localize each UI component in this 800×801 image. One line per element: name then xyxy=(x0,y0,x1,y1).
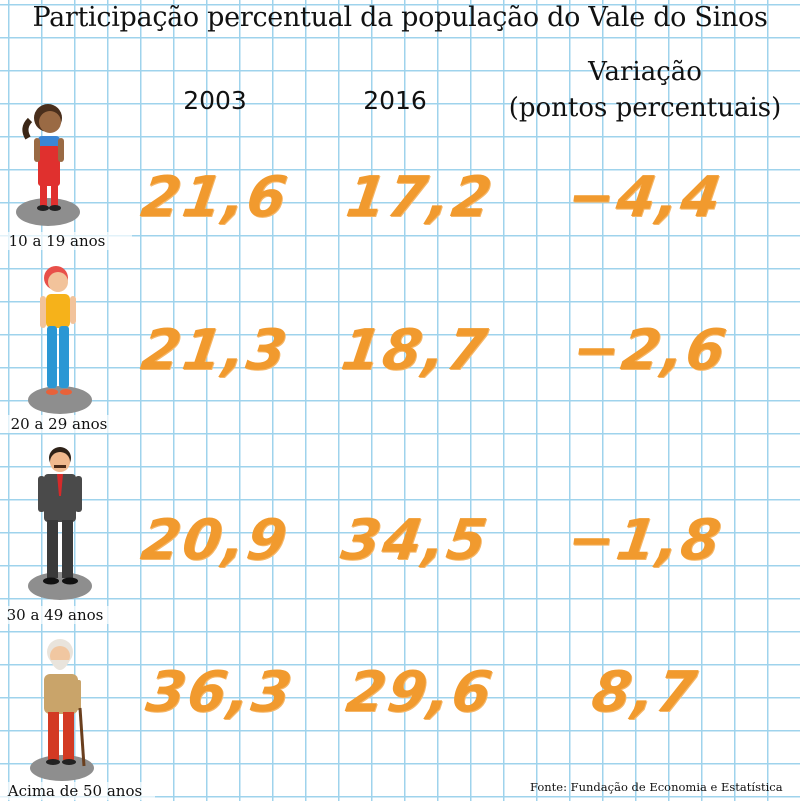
source-note: Fonte: Fundação de Economia e Estatístic… xyxy=(530,780,783,794)
value-2003-row4: 36,3 xyxy=(142,660,298,725)
elderly-man-illustration xyxy=(30,639,94,781)
column-header-variation: Variação (pontos percentuais) xyxy=(495,54,795,126)
row-label-10-19: 10 a 19 anos xyxy=(0,232,132,250)
variation-row1: −4,4 xyxy=(563,165,727,230)
variation-row2: −2,6 xyxy=(568,318,732,383)
teen-girl-illustration xyxy=(16,104,80,226)
value-2016-row1: 17,2 xyxy=(342,165,498,230)
variation-row3: −1,8 xyxy=(563,508,727,573)
variation-header-line1: Variação xyxy=(588,57,702,87)
young-woman-illustration xyxy=(28,266,92,414)
variation-header-line2: (pontos percentuais) xyxy=(508,93,782,123)
row-label-50-plus: Acima de 50 anos xyxy=(0,782,155,800)
column-header-2016: 2016 xyxy=(363,86,427,115)
row-label-30-49: 30 a 49 anos xyxy=(0,606,130,624)
value-2016-row4: 29,6 xyxy=(342,660,498,725)
man-in-suit-illustration xyxy=(28,447,92,600)
value-2003-row3: 20,9 xyxy=(137,508,293,573)
value-2003-row1: 21,6 xyxy=(137,165,293,230)
value-2003-row2: 21,3 xyxy=(137,318,293,383)
row-label-20-29: 20 a 29 anos xyxy=(0,415,134,433)
variation-row4: 8,7 xyxy=(587,660,703,725)
column-header-2003: 2003 xyxy=(183,86,247,115)
chart-title: Participação percentual da população do … xyxy=(32,2,768,33)
value-2016-row3: 34,5 xyxy=(337,508,493,573)
value-2016-row2: 18,7 xyxy=(337,318,493,383)
